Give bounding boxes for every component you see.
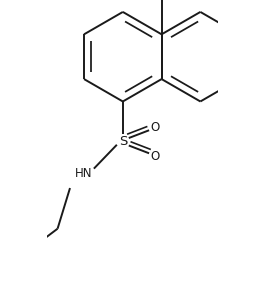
Text: O: O	[151, 150, 160, 163]
Text: S: S	[119, 135, 127, 148]
Text: O: O	[151, 121, 160, 134]
Text: HN: HN	[75, 167, 92, 180]
